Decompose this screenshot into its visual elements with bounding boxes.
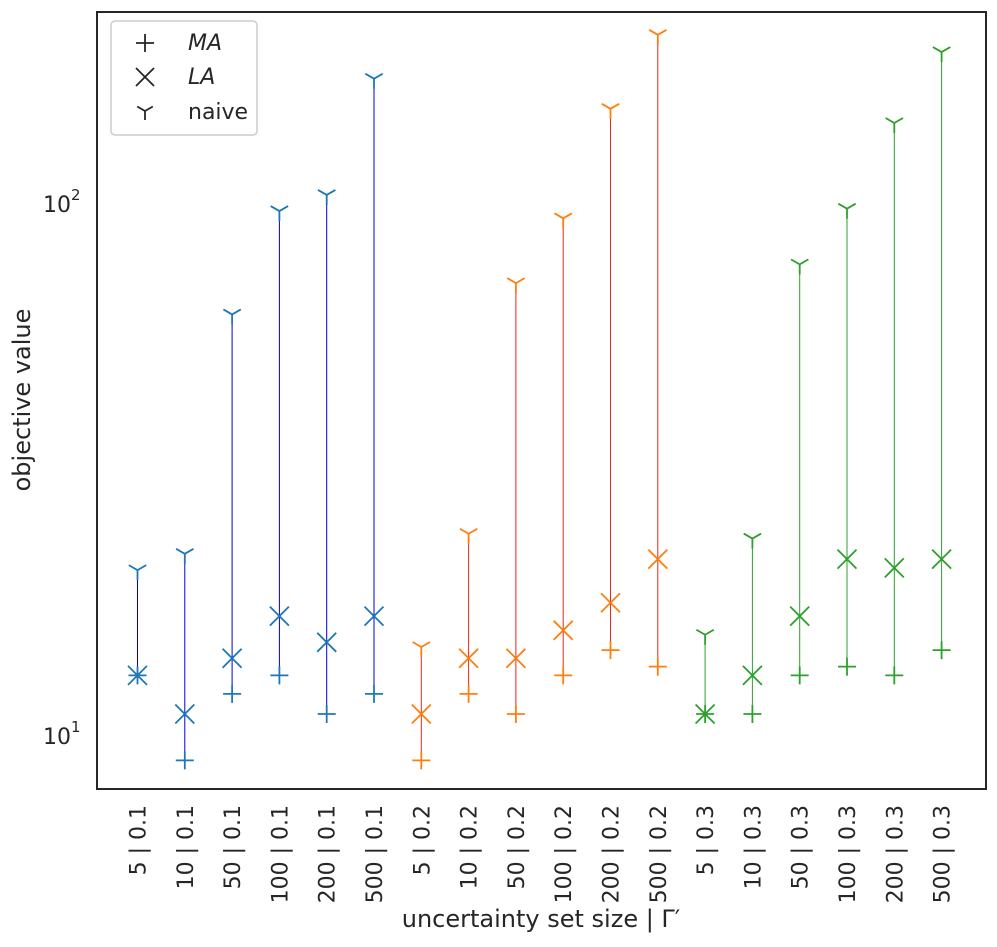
x-tick-label: 50 | 0.3 <box>789 805 814 889</box>
legend-label-la: LA <box>188 65 215 90</box>
x-tick-label: 5 | 0.2 <box>410 805 435 875</box>
la-marker <box>174 703 195 725</box>
la-marker <box>458 648 479 669</box>
ma-marker <box>506 704 525 723</box>
la-marker <box>127 665 148 686</box>
la-marker <box>553 620 574 641</box>
x-tick-label: 100 | 0.2 <box>552 805 577 903</box>
x-tick-label: 200 | 0.2 <box>600 805 625 903</box>
ma-marker <box>459 684 478 703</box>
la-marker <box>836 549 858 570</box>
ma-marker <box>270 666 289 685</box>
ma-marker <box>885 666 904 685</box>
naive-marker <box>459 527 478 544</box>
x-tick-label: 10 | 0.2 <box>458 805 483 889</box>
x-tick-label: 5 | 0.1 <box>127 805 152 875</box>
legend: MA LA naive <box>110 20 258 136</box>
x-tick-label: 5 | 0.3 <box>694 805 719 875</box>
la-marker <box>600 592 621 613</box>
ma-marker <box>601 641 620 660</box>
ma-marker <box>554 666 573 685</box>
naive-marker <box>128 564 147 581</box>
naive-marker <box>317 189 336 205</box>
legend-tri-icon <box>136 105 154 120</box>
data-markers <box>127 29 952 770</box>
x-tick-label: 100 | 0.1 <box>268 805 293 903</box>
naive-marker <box>601 103 620 119</box>
ma-marker <box>223 684 242 703</box>
naive-marker <box>412 641 431 657</box>
naive-marker <box>885 117 904 133</box>
naive-marker <box>648 29 667 45</box>
x-tick-label: 10 | 0.1 <box>174 805 199 889</box>
la-marker <box>221 648 243 669</box>
la-marker <box>789 605 810 627</box>
ma-marker <box>932 641 951 660</box>
x-axis-label: uncertainty set size | Γ′ <box>402 905 681 933</box>
la-marker <box>647 549 668 570</box>
naive-marker <box>554 212 573 229</box>
la-marker <box>363 605 385 627</box>
legend-frame <box>110 20 258 136</box>
ma-marker <box>412 751 431 770</box>
legend-label-ma: MA <box>188 31 222 56</box>
ma-marker <box>317 704 336 723</box>
x-tick-label: 500 | 0.1 <box>363 805 388 903</box>
la-marker <box>269 605 290 627</box>
naive-marker <box>175 548 194 564</box>
y-axis-label: objective value <box>8 309 36 492</box>
naive-marker <box>790 258 809 275</box>
x-tick-label: 500 | 0.3 <box>931 805 956 903</box>
x-tick-label: 200 | 0.3 <box>883 805 908 903</box>
x-tick-label: 10 | 0.3 <box>741 805 766 889</box>
naive-marker <box>270 205 289 222</box>
ma-marker <box>648 657 667 676</box>
la-marker <box>742 665 763 686</box>
ma-marker <box>365 684 383 703</box>
naive-marker <box>222 308 242 325</box>
x-tick-label: 500 | 0.2 <box>647 805 672 903</box>
x-axis: 5 | 0.1 10 | 0.1 50 | 0.1 100 | 0.1 200 | 0.… <box>127 805 956 903</box>
la-marker <box>411 703 432 725</box>
ma-marker <box>743 704 762 723</box>
plot-frame <box>96 11 987 790</box>
naive-marker <box>837 202 857 219</box>
y-tick-exponent: 2 <box>71 186 81 204</box>
naive-marker <box>743 532 762 549</box>
la-marker <box>884 557 905 579</box>
ma-marker <box>790 666 809 685</box>
ma-marker <box>175 751 194 770</box>
range-lines <box>137 34 943 761</box>
legend-plus-icon <box>136 34 154 52</box>
la-marker <box>931 549 952 570</box>
x-tick-label: 200 | 0.1 <box>316 805 341 903</box>
naive-marker <box>932 46 951 63</box>
naive-marker <box>364 72 384 89</box>
naive-marker <box>506 277 526 294</box>
x-tick-label: 100 | 0.3 <box>836 805 861 903</box>
la-marker <box>505 648 527 669</box>
x-tick-label: 50 | 0.2 <box>505 805 530 889</box>
la-marker <box>316 632 337 653</box>
naive-marker <box>695 628 715 645</box>
x-tick-label: 50 | 0.1 <box>221 805 246 889</box>
legend-label-naive: naive <box>188 100 248 125</box>
la-marker <box>694 703 716 725</box>
y-tick-exponent: 1 <box>71 718 81 736</box>
ma-marker <box>838 657 856 676</box>
legend-x-icon <box>135 67 155 87</box>
legend-markers <box>135 34 155 120</box>
